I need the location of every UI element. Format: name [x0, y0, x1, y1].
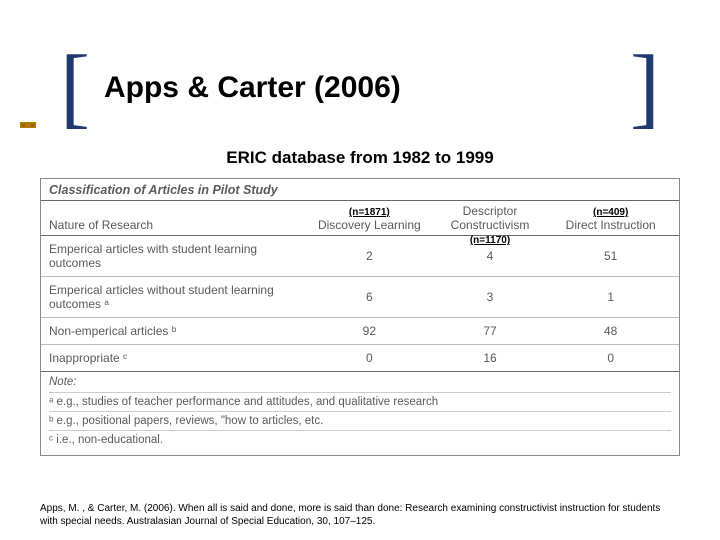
table-row: Emperical articles without student learn… [41, 277, 679, 318]
cell: 0 [550, 351, 671, 365]
col-header: Direct Instruction [550, 218, 671, 232]
table-caption: Classification of Articles in Pilot Stud… [41, 179, 679, 201]
cell: 48 [550, 324, 671, 338]
row-header-label: Nature of Research [49, 218, 309, 232]
n-annotation: (n=1170) [470, 235, 510, 246]
table-row: Inappropriate ᶜ 0 16 0 [41, 345, 679, 372]
row-label: Emperical articles without student learn… [49, 283, 309, 311]
note-label: Note: [49, 376, 671, 388]
row-label: Non-emperical articles ᵇ [49, 324, 309, 338]
classification-table: Classification of Articles in Pilot Stud… [40, 178, 680, 456]
cell: 6 [309, 290, 430, 304]
cell: 3 [430, 290, 551, 304]
col-header: Discovery Learning [309, 218, 430, 232]
cell: 92 [309, 324, 430, 338]
table-header-row-2: Nature of Research Discovery Learning Co… [41, 218, 679, 236]
slide-subtitle: ERIC database from 1982 to 1999 [0, 148, 720, 168]
descriptor-label: Descriptor [430, 204, 551, 218]
n-annotation: (n=1871) [349, 207, 390, 218]
row-label: Emperical articles with student learning… [49, 242, 309, 270]
table-header-row-1: (n=1871) Descriptor (n=409) [41, 201, 679, 218]
cell: 1 [550, 290, 671, 304]
cell: 2 [309, 249, 430, 263]
note-line: ᵃ e.g., studies of teacher performance a… [49, 392, 671, 411]
note-line: ᶜ i.e., non-educational. [49, 430, 671, 449]
slide-title: Apps & Carter (2006) [104, 71, 401, 105]
cell: 16 [430, 351, 551, 365]
table-row: Emperical articles with student learning… [41, 236, 679, 277]
table-row: Non-emperical articles ᵇ 92 77 48 [41, 318, 679, 345]
row-label: Inappropriate ᶜ [49, 351, 309, 365]
citation-text: Apps, M. , & Carter, M. (2006). When all… [40, 502, 680, 528]
cell: 51 [550, 249, 671, 263]
bracket-right-icon: ] [630, 61, 660, 115]
cell: 0 [309, 351, 430, 365]
col-header: Constructivism [451, 218, 530, 232]
decorative-staple [20, 122, 36, 128]
title-bar: [ Apps & Carter (2006) ] [60, 48, 660, 128]
n-annotation: (n=409) [593, 207, 628, 218]
cell: 77 [430, 324, 551, 338]
note-line: ᵇ e.g., positional papers, reviews, "how… [49, 411, 671, 430]
table-notes: Note: ᵃ e.g., studies of teacher perform… [41, 372, 679, 455]
cell: 4 [430, 249, 551, 263]
bracket-left-icon: [ [60, 61, 90, 115]
